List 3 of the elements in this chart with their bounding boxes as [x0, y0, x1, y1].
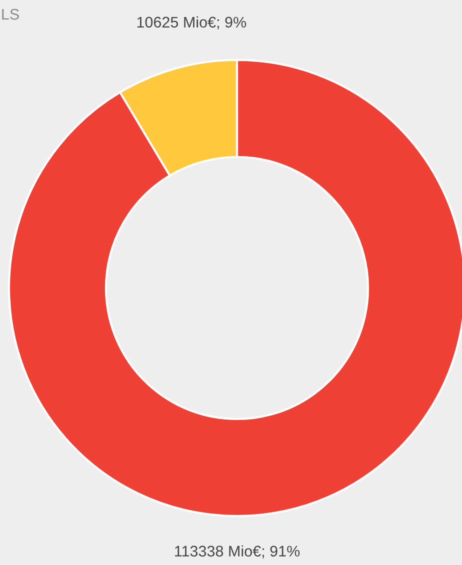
text: LS: [2, 8, 19, 20]
data-label: 113338 Mio€; 91%: [175, 545, 300, 558]
data-label: 10625 Mio€; 9%: [137, 16, 246, 30]
